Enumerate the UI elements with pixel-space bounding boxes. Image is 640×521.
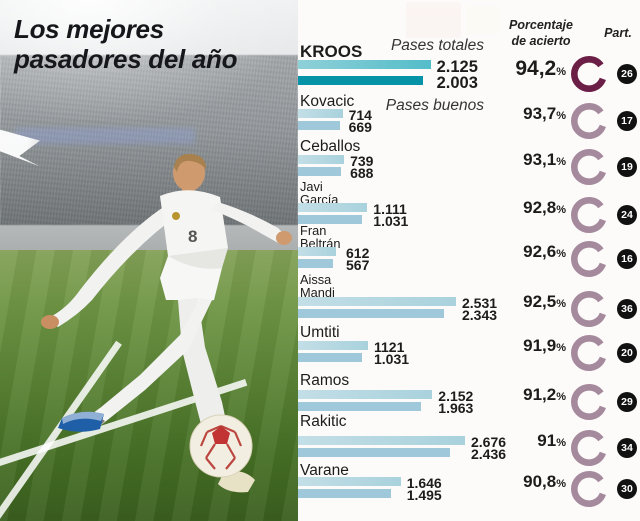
svg-text:8: 8 (188, 227, 197, 246)
